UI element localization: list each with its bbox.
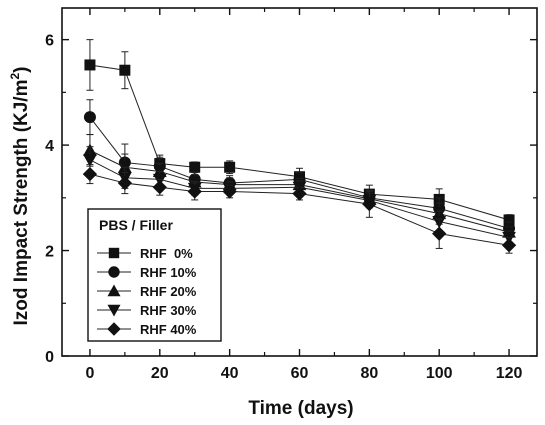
x-tick-label: 0 [85, 365, 94, 382]
legend-label: RHF 0% [140, 246, 193, 261]
legend-marker-diamond [107, 322, 121, 336]
legend-label: RHF 10% [140, 265, 197, 280]
x-tick-label: 120 [496, 365, 523, 382]
data-point-diamond [152, 180, 167, 195]
data-point-square [503, 214, 515, 226]
data-point-diamond [432, 226, 447, 241]
data-point-diamond [187, 184, 202, 199]
data-series [82, 39, 517, 254]
y-axis-title-close: ) [11, 67, 32, 73]
data-point-triangle-down [83, 154, 97, 167]
x-axis-title: Time (days) [248, 398, 353, 419]
x-tick-label: 80 [360, 365, 378, 382]
x-tick-label: 40 [221, 365, 239, 382]
data-point-circle [83, 111, 96, 124]
legend-title: PBS / Filler [99, 217, 173, 233]
data-point-diamond [501, 238, 517, 253]
data-point-square [189, 161, 201, 173]
legend-label: RHF 30% [140, 303, 197, 318]
y-tick-label: 6 [45, 33, 54, 50]
data-point-diamond [362, 196, 377, 212]
legend: PBS / Filler RHF 0% RHF 10% RHF 20% RHF 30% R… [87, 208, 222, 342]
x-tick-label: 20 [151, 365, 169, 382]
data-point-square [84, 59, 96, 71]
y-axis-title: Izod Impact Strength (KJ/m2) [8, 67, 32, 326]
data-point-diamond [82, 166, 98, 182]
series-diamond [82, 164, 517, 254]
data-point-diamond [292, 186, 307, 201]
legend-item: RHF 10% [97, 265, 197, 280]
data-point-triangle-up [117, 160, 132, 173]
legend-marker-circle [108, 266, 120, 278]
data-point-square [119, 64, 131, 76]
data-point-triangle-up [152, 164, 167, 177]
legend-marker-triangle-down [107, 304, 121, 317]
y-tick-label: 4 [45, 138, 54, 155]
legend-label: RHF 20% [140, 284, 197, 299]
y-axis-title-superscript: 2 [8, 73, 22, 80]
y-tick-label: 0 [45, 349, 54, 366]
legend-item: RHF 30% [97, 303, 197, 318]
x-tick-label: 60 [291, 365, 309, 382]
data-point-square [224, 161, 236, 173]
data-point-diamond [222, 184, 237, 199]
legend-marker-square [108, 247, 120, 259]
y-tick-label: 2 [45, 244, 54, 261]
y-axis-title-main: Izod Impact Strength (KJ/m [11, 80, 32, 326]
x-tick-label: 100 [426, 365, 453, 382]
legend-item: RHF 20% [97, 284, 197, 299]
legend-item: RHF 40% [97, 322, 197, 337]
legend-marker-triangle-up [107, 284, 121, 297]
axes: 0 20 40 60 80 100 120 0 2 4 6 [45, 7, 538, 382]
data-point-diamond [117, 175, 133, 191]
legend-label: RHF 40% [140, 322, 197, 337]
legend-item: RHF 0% [97, 246, 193, 261]
